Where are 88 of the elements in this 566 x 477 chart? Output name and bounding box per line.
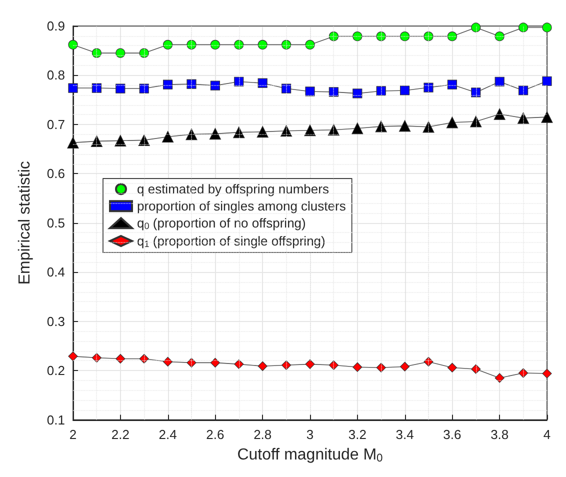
y-tick-label: 0.5 [46, 215, 65, 230]
point [542, 368, 552, 378]
point [234, 359, 244, 369]
point [305, 40, 315, 50]
point [471, 88, 481, 98]
x-tick-label: 3 [306, 426, 314, 442]
point [447, 362, 457, 372]
x-tick-label: 2.4 [158, 426, 177, 442]
point [352, 362, 362, 372]
y-tick-label: 0.8 [46, 68, 65, 83]
point [541, 111, 553, 123]
point [186, 79, 196, 89]
point [304, 124, 316, 136]
point [542, 22, 552, 32]
point [68, 352, 78, 362]
point [210, 40, 220, 50]
y-tick-label: 0.4 [46, 264, 65, 280]
x-tick-label: 3.8 [490, 426, 509, 442]
point [92, 83, 102, 93]
x-tick-label: 2 [69, 426, 77, 442]
legend-label: q estimated by offspring numbers [137, 182, 330, 197]
y-tick-label: 0.2 [46, 363, 65, 378]
y-tick-label: 0.9 [46, 18, 65, 34]
y-tick-label: 0.1 [46, 412, 65, 428]
point [282, 84, 292, 94]
point [210, 80, 220, 90]
point [186, 128, 198, 140]
x-tick-label: 3.2 [348, 426, 366, 442]
point [258, 78, 268, 88]
point [424, 82, 434, 92]
point [352, 122, 364, 134]
point [305, 86, 315, 96]
point [162, 130, 174, 143]
point [163, 40, 173, 50]
x-tick-label: 2.8 [254, 426, 272, 442]
legend-label: proportion of singles among clusters [137, 198, 346, 214]
point [518, 86, 528, 96]
point [68, 83, 78, 93]
point [399, 120, 411, 132]
point [376, 86, 386, 96]
point [116, 354, 126, 364]
x-tick-label: 2.6 [206, 426, 224, 442]
point [518, 368, 528, 378]
point [494, 76, 504, 86]
y-tick-label: 0.3 [46, 314, 65, 329]
point [494, 373, 504, 383]
point [518, 22, 528, 32]
point [542, 76, 552, 86]
point [352, 88, 362, 98]
point [163, 80, 173, 90]
point [470, 116, 482, 128]
x-tick-label: 4 [543, 426, 551, 442]
legend-label: q1 (proportion of single offspring) [137, 233, 326, 249]
point [328, 360, 338, 370]
point [471, 22, 481, 32]
point [352, 32, 362, 42]
point [400, 86, 410, 96]
point [209, 128, 221, 140]
point [446, 116, 458, 128]
legend-label: q0 (proportion of no offspring) [137, 216, 306, 231]
point [114, 134, 126, 146]
point [447, 80, 457, 90]
point [494, 108, 506, 120]
point [494, 32, 504, 42]
point [328, 87, 338, 97]
y-tick-label: 0.6 [46, 166, 65, 182]
point [258, 40, 268, 50]
point [400, 32, 410, 42]
point [210, 358, 220, 368]
point [518, 112, 530, 124]
point [258, 361, 268, 371]
point [422, 121, 434, 133]
point [282, 360, 292, 370]
point [139, 84, 149, 94]
point [116, 48, 126, 58]
point [67, 136, 79, 148]
x-tick-label: 3.4 [396, 426, 414, 442]
y-tick-label: 0.7 [46, 116, 65, 132]
point [305, 359, 315, 369]
x-tick-label: 2.2 [111, 426, 130, 442]
point [163, 356, 173, 367]
point [68, 40, 78, 50]
point [256, 126, 268, 138]
point [447, 32, 457, 42]
x-tick-label: 3.6 [443, 426, 462, 442]
point [116, 84, 126, 94]
point [400, 362, 410, 372]
y-axis-title: Empirical statistic [16, 161, 34, 285]
